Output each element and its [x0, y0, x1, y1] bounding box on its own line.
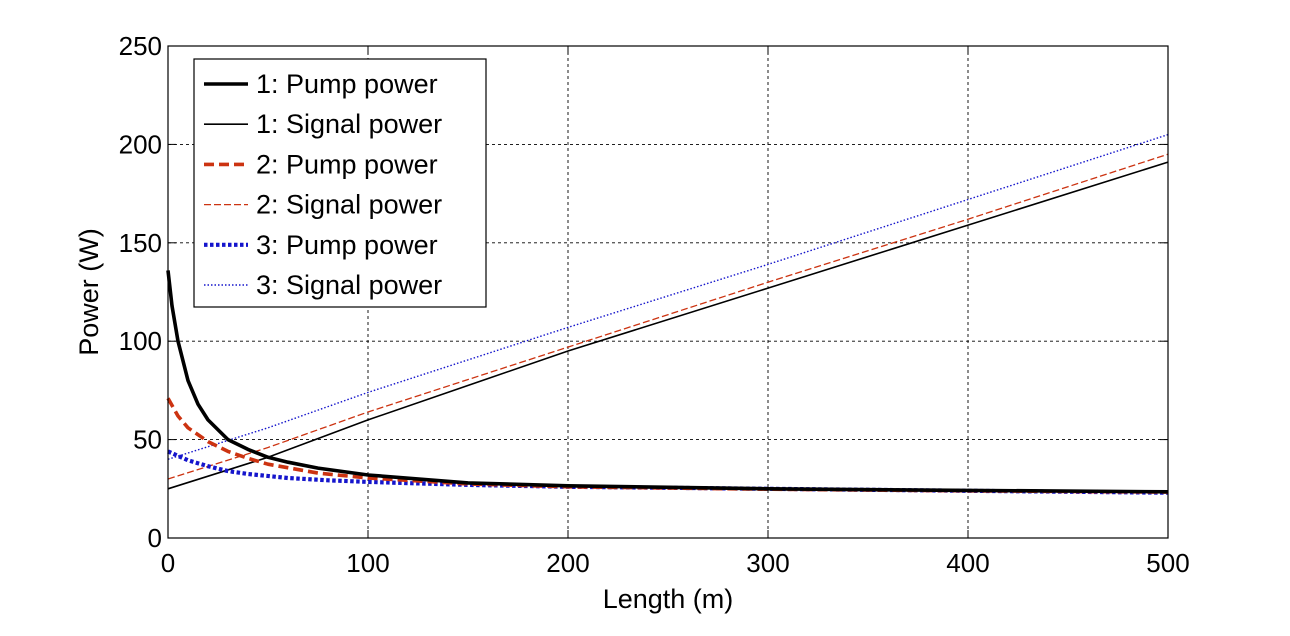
x-tick-label: 100: [346, 548, 389, 578]
x-axis-label: Length (m): [603, 584, 734, 614]
x-tick-label: 400: [946, 548, 989, 578]
series-line-4: [167, 153, 1169, 480]
series-line-6: [167, 133, 1169, 460]
legend-label: 3: Pump power: [256, 230, 438, 260]
legend: 1: Pump power 1: Signal power 2: Pump powe…: [193, 58, 487, 308]
y-tick-label: 50: [133, 425, 162, 455]
x-tick-label: 500: [1146, 548, 1189, 578]
x-tick-label: 0: [161, 548, 175, 578]
axis-ticks: [167, 45, 1169, 539]
legend-label: 1: Signal power: [256, 109, 442, 139]
series-layer: [166, 133, 1169, 495]
series-line-1: [166, 270, 1169, 494]
legend-label: 1: Pump power: [256, 69, 438, 99]
legend-box: [193, 58, 487, 308]
x-tick-label: 300: [746, 548, 789, 578]
series-line-5: [167, 449, 1169, 495]
legend-label: 2: Pump power: [256, 149, 438, 179]
legend-label: 3: Signal power: [256, 270, 442, 300]
y-tick-label: 150: [119, 228, 162, 258]
y-tick-label: 100: [119, 326, 162, 356]
y-tick-label: 0: [148, 523, 162, 553]
y-tick-label: 200: [119, 129, 162, 159]
tick-labels: 0 100 200 300 400 500 0 50 100 150 200 250: [119, 31, 1190, 578]
legend-label: 2: Signal power: [256, 190, 442, 220]
y-tick-label: 250: [119, 31, 162, 61]
y-axis-label: Power (W): [74, 228, 104, 356]
x-tick-label: 200: [546, 548, 589, 578]
plot-frame: [167, 45, 1169, 539]
